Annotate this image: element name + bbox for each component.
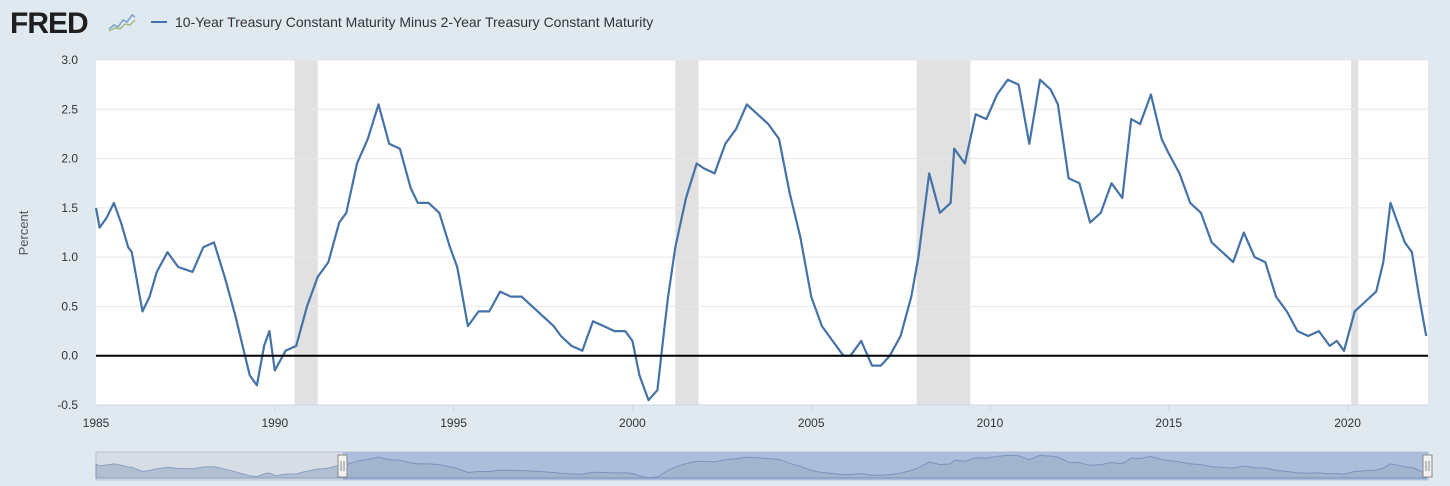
series-line[interactable]: [94, 78, 1428, 402]
recession-band: [294, 60, 318, 405]
recession-band: [675, 60, 699, 405]
x-tick-label: 2010: [977, 416, 1004, 430]
y-tick-label: 1.0: [61, 250, 78, 264]
chart-legend[interactable]: 10-Year Treasury Constant Maturity Minus…: [151, 14, 653, 30]
navigator-series-area: [95, 454, 1427, 479]
range-navigator[interactable]: [95, 451, 1433, 481]
x-tick-label: 2005: [798, 416, 825, 430]
y-tick-label: 0.5: [61, 299, 78, 313]
y-tick-label: -0.5: [57, 398, 78, 412]
x-axis-ticks: 1985 1990 1995 2000 2005 2010 2015 2020: [83, 404, 1428, 430]
chart-header: FRED 10-Year Treasury Constant Maturity …: [0, 0, 1450, 50]
series-group: [94, 78, 1428, 402]
x-tick-label: 1995: [440, 416, 467, 430]
y-tick-label: 1.5: [61, 201, 78, 215]
y-tick-label: 2.5: [61, 102, 78, 116]
trend-line-icon: [108, 12, 136, 32]
recession-bands: [294, 60, 1359, 405]
x-tick-label: 1985: [83, 416, 110, 430]
x-tick-label: 2000: [619, 416, 646, 430]
y-axis-label: Percent: [16, 210, 31, 255]
recession-band: [1351, 60, 1359, 405]
legend-swatch: [151, 21, 167, 23]
y-tick-label: 3.0: [61, 53, 78, 67]
x-tick-label: 2020: [1334, 416, 1361, 430]
recession-band: [916, 60, 971, 405]
x-tick-label: 1990: [261, 416, 288, 430]
y-tick-label: 2.0: [61, 152, 78, 166]
fred-logo[interactable]: FRED: [10, 7, 89, 40]
x-tick-label: 2015: [1155, 416, 1182, 430]
y-tick-label: 0.0: [61, 349, 78, 363]
navigator-left-handle[interactable]: [337, 454, 348, 478]
navigator-right-handle[interactable]: [1422, 454, 1433, 478]
y-axis-ticks: 3.0 2.5 2.0 1.5 1.0 0.5 0.0 -0.5: [57, 53, 78, 412]
legend-label: 10-Year Treasury Constant Maturity Minus…: [175, 14, 654, 30]
